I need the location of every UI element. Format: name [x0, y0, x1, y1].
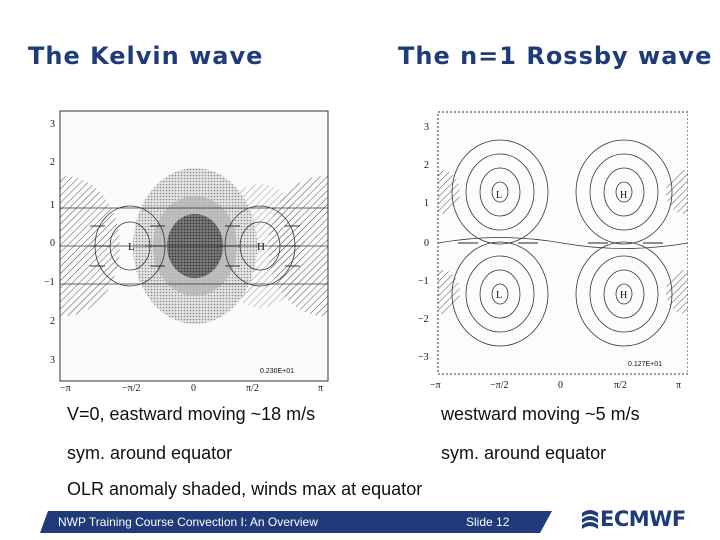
kelvin-xtick: π [318, 383, 323, 394]
kelvin-wave-figure: L H 0.230E+01 3 2 1 0 −1 2 3 −π −π/2 0 π… [44, 110, 329, 394]
hatched-region [666, 170, 688, 214]
kelvin-wave-title: The Kelvin wave [28, 42, 264, 70]
rossby-ytick: −3 [418, 352, 429, 363]
rossby-streamlines [438, 139, 688, 347]
kelvin-plot-area: L H 0.230E+01 [59, 110, 329, 382]
kelvin-scale-label: 0.230E+01 [260, 368, 294, 375]
rossby-caption-speed: westward moving ~5 m/s [441, 404, 640, 424]
kelvin-caption-speed: V=0, eastward moving ~18 m/s [67, 404, 316, 424]
kelvin-ytick: 2 [50, 157, 55, 168]
kelvin-xtick: −π/2 [122, 383, 140, 394]
hatched-region [438, 270, 460, 314]
kelvin-xtick: π/2 [246, 383, 259, 394]
rossby-scale-label: 0.127E+01 [628, 361, 662, 368]
kelvin-ytick: 0 [50, 238, 55, 249]
kelvin-caption-symmetry: sym. around equator [67, 443, 233, 463]
kelvin-ytick: −1 [44, 277, 55, 288]
rossby-xtick: π/2 [614, 380, 627, 391]
hatched-region [438, 170, 460, 214]
rossby-ytick: 3 [424, 122, 429, 133]
rossby-wave-figure: L H L H 0.127E+01 3 2 1 0 −1 −2 −3 −π −π… [418, 111, 688, 391]
kelvin-xtick: 0 [191, 383, 196, 394]
rossby-high-label-south: H [620, 290, 627, 301]
rossby-xtick: 0 [558, 380, 563, 391]
rossby-ytick: 0 [424, 238, 429, 249]
ecmwf-logo-text: ECMWF [600, 507, 686, 531]
rossby-ytick: −2 [418, 314, 429, 325]
footer-course-title: NWP Training Course Convection I: An Ove… [58, 515, 318, 529]
olr-caption: OLR anomaly shaded, winds max at equator [67, 479, 423, 499]
kelvin-high-label: H [257, 241, 265, 253]
rossby-ytick: −1 [418, 276, 429, 287]
rossby-wave-title: The n=1 Rossby wave [398, 42, 713, 70]
kelvin-low-label: L [128, 241, 135, 253]
rossby-ytick: 1 [424, 198, 429, 209]
rossby-xtick: −π [430, 380, 441, 391]
rossby-ytick: 2 [424, 160, 429, 171]
kelvin-ytick: 1 [50, 200, 55, 211]
kelvin-ytick: 3 [50, 355, 55, 366]
footer-bar [40, 511, 552, 533]
kelvin-wind-arrows [90, 225, 300, 267]
rossby-low-label-south: L [496, 290, 502, 301]
kelvin-ytick: 3 [50, 119, 55, 130]
rossby-xtick: −π/2 [490, 380, 508, 391]
rossby-low-label-north: L [496, 190, 502, 201]
footer-slide-number: Slide 12 [466, 515, 510, 529]
ecmwf-logo-icon [582, 510, 598, 529]
rossby-caption-symmetry: sym. around equator [441, 443, 607, 463]
rossby-high-label-north: H [620, 190, 627, 201]
rossby-plot-area: L H L H 0.127E+01 [437, 111, 688, 375]
kelvin-xtick: −π [60, 383, 71, 394]
rossby-xtick: π [676, 380, 681, 391]
kelvin-ytick: 2 [50, 316, 55, 327]
